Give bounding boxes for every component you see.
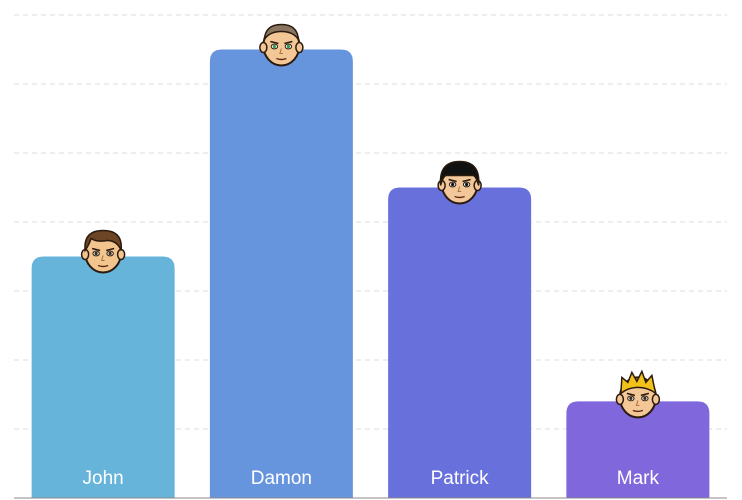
bar-label-patrick: Patrick bbox=[431, 468, 490, 489]
bar-label-mark: Mark bbox=[617, 468, 660, 489]
bar-label-damon: Damon bbox=[251, 468, 312, 489]
bar-label-john: John bbox=[83, 468, 124, 489]
avatar-blond-hair-icon bbox=[615, 369, 661, 419]
avatar-brown-hair-icon bbox=[80, 229, 126, 274]
bars bbox=[31, 49, 710, 498]
avatars bbox=[80, 23, 661, 419]
avatar-black-hair-icon bbox=[437, 160, 482, 205]
bar-patrick bbox=[388, 187, 532, 498]
bar-damon bbox=[209, 49, 353, 498]
bar-mark bbox=[566, 401, 710, 498]
avatar-bald-green-eyes-icon bbox=[259, 23, 304, 67]
bar-labels: John Damon Patrick Mark bbox=[83, 468, 660, 489]
bar-john bbox=[31, 256, 175, 498]
